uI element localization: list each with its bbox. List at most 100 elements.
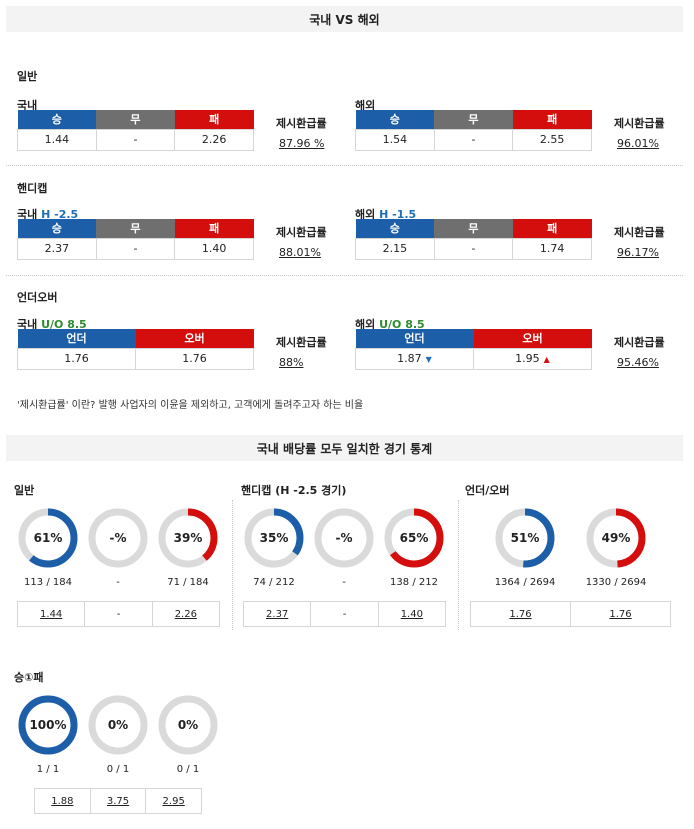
- stats-odds-cell[interactable]: 1.40: [377, 602, 445, 626]
- return-rate-label: 제시환급률: [614, 226, 665, 239]
- down-arrow-icon: ▼: [425, 355, 432, 364]
- ring-count: 71 / 184: [167, 577, 209, 588]
- stats-odds-row-general: 1.44 - 2.26: [17, 601, 220, 627]
- stats-odds-cell[interactable]: 2.95: [145, 789, 201, 813]
- odds-group-overseas-handicap: 해외 H -1.5 승 무 패 2.15 - 1.74 제시환급률 96.17%: [355, 206, 675, 266]
- odds-group-title: 국내 H -2.5: [17, 208, 79, 221]
- ring-arc: [586, 508, 646, 568]
- total-line: U/O 8.5: [379, 318, 425, 331]
- odds-group-domestic-general: 국내 승 무 패 1.44 - 2.26 제시환급률 87.96 %: [17, 97, 337, 157]
- ring-percent: 35%: [259, 531, 289, 545]
- col-loss: 패: [174, 219, 254, 238]
- odds-draw: -: [433, 128, 514, 151]
- odds-group-title: 국내 U/O 8.5: [17, 318, 87, 331]
- percentage-ring: 0%: [157, 694, 219, 756]
- ring-arc: [18, 695, 78, 755]
- return-rate-value[interactable]: 88.01%: [279, 246, 321, 259]
- ring-arc: [158, 508, 218, 568]
- percentage-ring: -%: [313, 507, 375, 569]
- ring-count: 138 / 212: [390, 577, 438, 588]
- col-loss: 패: [512, 219, 592, 238]
- percentage-ring: 65%: [383, 507, 445, 569]
- odds-loss: 1.40: [174, 237, 254, 260]
- return-rate-value[interactable]: 96.17%: [617, 246, 659, 259]
- odds-draw: -: [433, 237, 514, 260]
- odds-win: 2.15: [355, 237, 435, 260]
- stats-odds-row-handicap: 2.37 - 1.40: [243, 601, 446, 627]
- odds-table: 언더 오버 1.87 ▼ 1.95 ▲: [355, 329, 592, 370]
- up-arrow-icon: ▲: [543, 355, 550, 364]
- section-label-general: 일반: [17, 70, 38, 83]
- return-rate-value[interactable]: 88%: [279, 356, 304, 369]
- return-rate-label: 제시환급률: [276, 117, 327, 130]
- percentage-ring: 0%: [87, 694, 149, 756]
- return-rate-value[interactable]: 96.01%: [617, 137, 659, 150]
- col-under: 언더: [355, 329, 474, 348]
- return-rate-label: 제시환급률: [614, 117, 665, 130]
- page-title: 국내 VS 해외: [309, 12, 380, 27]
- return-rate-value[interactable]: 95.46%: [617, 356, 659, 369]
- odds-table: 언더 오버 1.76 1.76: [17, 329, 254, 370]
- stats-label-general: 일반: [14, 484, 35, 497]
- ring-percent: 51%: [510, 531, 540, 545]
- percentage-ring: 39%: [157, 507, 219, 569]
- ring-count: -: [116, 577, 120, 588]
- ring-percent: 39%: [173, 531, 203, 545]
- col-win: 승: [17, 219, 97, 238]
- return-rate-label: 제시환급률: [614, 336, 665, 349]
- handicap-line: H -2.5: [41, 208, 79, 221]
- stats-odds-row-underover: 1.76 1.76: [470, 601, 671, 627]
- ring-percent: 65%: [399, 531, 429, 545]
- return-rate-value[interactable]: 87.96 %: [279, 137, 325, 150]
- ring-percent: 100%: [29, 718, 67, 732]
- ring-arc: [384, 508, 444, 568]
- divider: [6, 165, 683, 166]
- ring-arc: [244, 508, 304, 568]
- odds-table: 승 무 패 1.54 - 2.55: [355, 110, 592, 151]
- odds-draw: -: [95, 128, 176, 151]
- column-divider: [458, 500, 459, 630]
- ring-percent: 0%: [107, 718, 129, 732]
- return-rate-label: 제시환급률: [276, 336, 327, 349]
- return-rate-note: '제시환급률' 이란? 발행 사업자의 이윤을 제외하고, 고객에게 돌려주고자…: [17, 400, 364, 411]
- percentage-ring: -%: [87, 507, 149, 569]
- stats-odds-cell[interactable]: 1.76: [570, 602, 670, 626]
- odds-group-domestic-handicap: 국내 H -2.5 승 무 패 2.37 - 1.40 제시환급률 88.01%: [17, 206, 337, 266]
- odds-win: 2.37: [17, 237, 97, 260]
- stats-odds-cell[interactable]: 1.44: [40, 608, 63, 620]
- col-over: 오버: [135, 329, 254, 348]
- stats-odds-cell[interactable]: 3.75: [89, 789, 146, 813]
- ring-count: 0 / 1: [176, 764, 200, 775]
- stats-odds-cell[interactable]: 1.76: [509, 608, 532, 620]
- odds-over: 1.76: [135, 347, 254, 370]
- odds-table: 승 무 패 2.15 - 1.74: [355, 219, 592, 260]
- col-draw: 무: [434, 219, 513, 238]
- stats-odds-cell[interactable]: 2.26: [151, 602, 219, 626]
- ring-count: 1330 / 2694: [585, 577, 647, 588]
- stats-label-handicap: 핸디캡 (H -2.5 경기): [241, 484, 347, 497]
- ring-count: -: [342, 577, 346, 588]
- odds-draw: -: [95, 237, 176, 260]
- odds-win: 1.54: [355, 128, 435, 151]
- odds-group-overseas-underover: 해외 U/O 8.5 언더 오버 1.87 ▼ 1.95 ▲ 제시환급률 95.46…: [355, 316, 675, 376]
- stats-odds-cell[interactable]: 2.37: [266, 608, 289, 620]
- stats-odds-cell[interactable]: 1.88: [51, 795, 74, 807]
- ring-arc: [18, 508, 78, 568]
- ring-percent: -%: [109, 531, 127, 545]
- ring-track: [158, 695, 218, 755]
- odds-loss: 2.55: [512, 128, 592, 151]
- odds-over: 1.95 ▲: [473, 347, 592, 370]
- ring-count: 113 / 184: [24, 577, 72, 588]
- percentage-ring: 51%: [494, 507, 556, 569]
- ring-track: [314, 508, 374, 568]
- handicap-line: H -1.5: [379, 208, 417, 221]
- col-over: 오버: [473, 329, 592, 348]
- odds-group-title: 해외: [355, 99, 376, 112]
- stats-odds-cell: -: [84, 602, 151, 626]
- col-win: 승: [355, 219, 435, 238]
- col-draw: 무: [96, 110, 175, 129]
- percentage-ring: 35%: [243, 507, 305, 569]
- ring-arc: [495, 508, 555, 568]
- stats-title-bar: 국내 배당률 모두 일치한 경기 통계: [6, 435, 683, 461]
- ring-track: [88, 695, 148, 755]
